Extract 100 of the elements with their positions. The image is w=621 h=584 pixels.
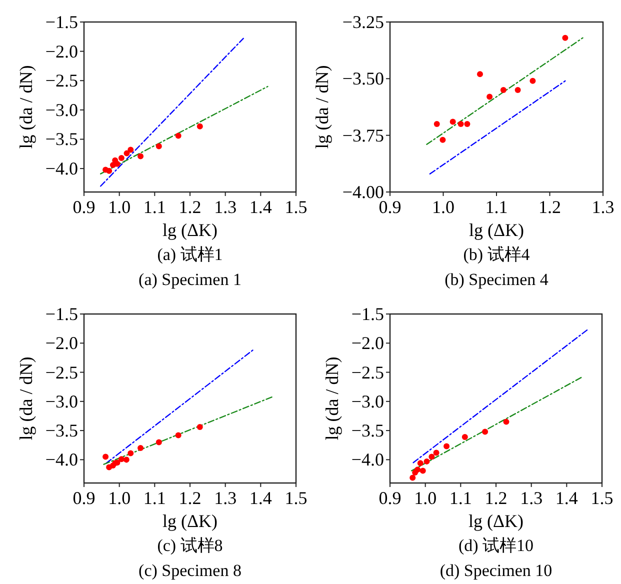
x-axis-title: lg (ΔK) [468, 220, 524, 240]
y-tick-label: −3.0 [45, 391, 78, 412]
x-tick-label: 1.5 [284, 197, 308, 217]
text: (c) 试样8 [157, 536, 223, 555]
point [424, 458, 430, 464]
y-tick-label: −2.5 [351, 362, 384, 382]
x-tick-label: 1.1 [449, 488, 472, 508]
x-tick-label: 1.3 [214, 488, 237, 508]
y-tick-label: −4.0 [45, 158, 78, 179]
point [420, 468, 426, 474]
point [417, 460, 424, 466]
y-axis-title: lg (da / dN) [322, 356, 342, 440]
y-tick-label: −3.0 [351, 391, 384, 412]
point [410, 474, 416, 481]
x-axis-title: lg (ΔK) [468, 511, 524, 531]
x-tick-label: 0.9 [72, 197, 96, 217]
point [414, 466, 421, 473]
point [530, 78, 536, 84]
x-tick-label: 0.9 [72, 488, 96, 508]
x-tick-label: 1.0 [414, 488, 437, 508]
x-tick-label: 1.0 [108, 488, 131, 508]
point [123, 456, 130, 463]
point [124, 150, 130, 156]
x-tick-label: 1.2 [178, 488, 202, 508]
y-tick-label: −3.5 [45, 129, 78, 150]
x-axis-title: lg (ΔK) [162, 220, 218, 240]
text: (d) Specimen 10 [440, 561, 552, 580]
x-tick-label: 1.1 [485, 197, 508, 217]
x-tick-label: 1.1 [143, 197, 166, 217]
x-tick-label: 1.2 [538, 197, 561, 217]
point [500, 87, 506, 93]
y-tick-label: −3.50 [342, 68, 384, 89]
point [138, 445, 144, 452]
point [118, 456, 124, 462]
y-tick-label: −2.0 [45, 333, 78, 354]
y-axis-title: lg (da / dN) [16, 65, 36, 149]
text: (a) 试样1 [157, 245, 223, 264]
point [503, 418, 510, 425]
text: (c) Specimen 8 [138, 561, 242, 580]
y-axis-title: lg (da / dN) [312, 65, 332, 149]
x-tick-label: 1.3 [520, 488, 543, 508]
y-tick-label: −3.5 [45, 420, 78, 441]
point [486, 94, 493, 100]
point [440, 136, 446, 143]
point [102, 454, 109, 460]
y-tick-label: −3.5 [351, 420, 384, 441]
y-tick-label: −4.0 [45, 450, 78, 470]
point [482, 428, 488, 435]
point [428, 454, 435, 460]
point [434, 121, 440, 127]
point [514, 87, 521, 93]
x-tick-label: 1.0 [432, 197, 454, 217]
y-tick-label: −2.5 [45, 362, 78, 382]
point [128, 146, 134, 153]
point [196, 424, 203, 430]
x-tick-label: 1.4 [249, 488, 272, 508]
x-tick-label: 1.4 [249, 197, 272, 217]
x-tick-label: 1.4 [555, 488, 578, 508]
point [433, 450, 440, 456]
x-tick-label: 1.0 [108, 197, 131, 217]
text: (b) 试样4 [463, 245, 530, 264]
y-tick-label: −2.0 [351, 333, 384, 354]
point [196, 123, 203, 130]
y-tick-label: −1.5 [351, 304, 384, 324]
y-tick-label: −4.0 [351, 450, 384, 470]
point [462, 434, 468, 440]
y-axis-title: lg (da / dN) [16, 356, 36, 440]
text: (d) 试样10 [458, 536, 534, 555]
x-tick-label: 1.5 [284, 488, 308, 508]
point [444, 443, 450, 450]
point [476, 71, 483, 78]
point [450, 118, 456, 125]
x-tick-label: 1.5 [590, 488, 614, 508]
y-tick-label: −2.5 [45, 70, 78, 91]
y-tick-label: −3.75 [342, 125, 384, 146]
point [156, 439, 162, 446]
x-tick-label: 1.2 [178, 197, 202, 217]
x-tick-label: 1.3 [592, 197, 614, 217]
y-tick-label: −1.5 [45, 12, 78, 32]
point [138, 153, 144, 160]
y-tick-label: −3.25 [342, 12, 384, 32]
point [464, 121, 470, 127]
x-tick-label: 1.1 [143, 488, 166, 508]
y-tick-label: −1.5 [45, 304, 78, 324]
y-tick-label: −2.0 [45, 41, 78, 62]
x-axis-title: lg (ΔK) [162, 511, 218, 531]
point [156, 143, 162, 150]
point [128, 450, 134, 456]
point [118, 155, 124, 161]
x-tick-label: 1.2 [484, 488, 508, 508]
point [175, 432, 182, 438]
x-tick-label: 1.3 [214, 197, 237, 217]
point [562, 34, 568, 41]
text: (b) Specimen 4 [444, 270, 549, 289]
point [175, 132, 182, 139]
x-tick-label: 0.9 [378, 488, 402, 508]
y-tick-label: −3.0 [45, 100, 78, 120]
point [106, 168, 112, 174]
point [458, 121, 464, 127]
text: (a) Specimen 1 [138, 270, 242, 289]
